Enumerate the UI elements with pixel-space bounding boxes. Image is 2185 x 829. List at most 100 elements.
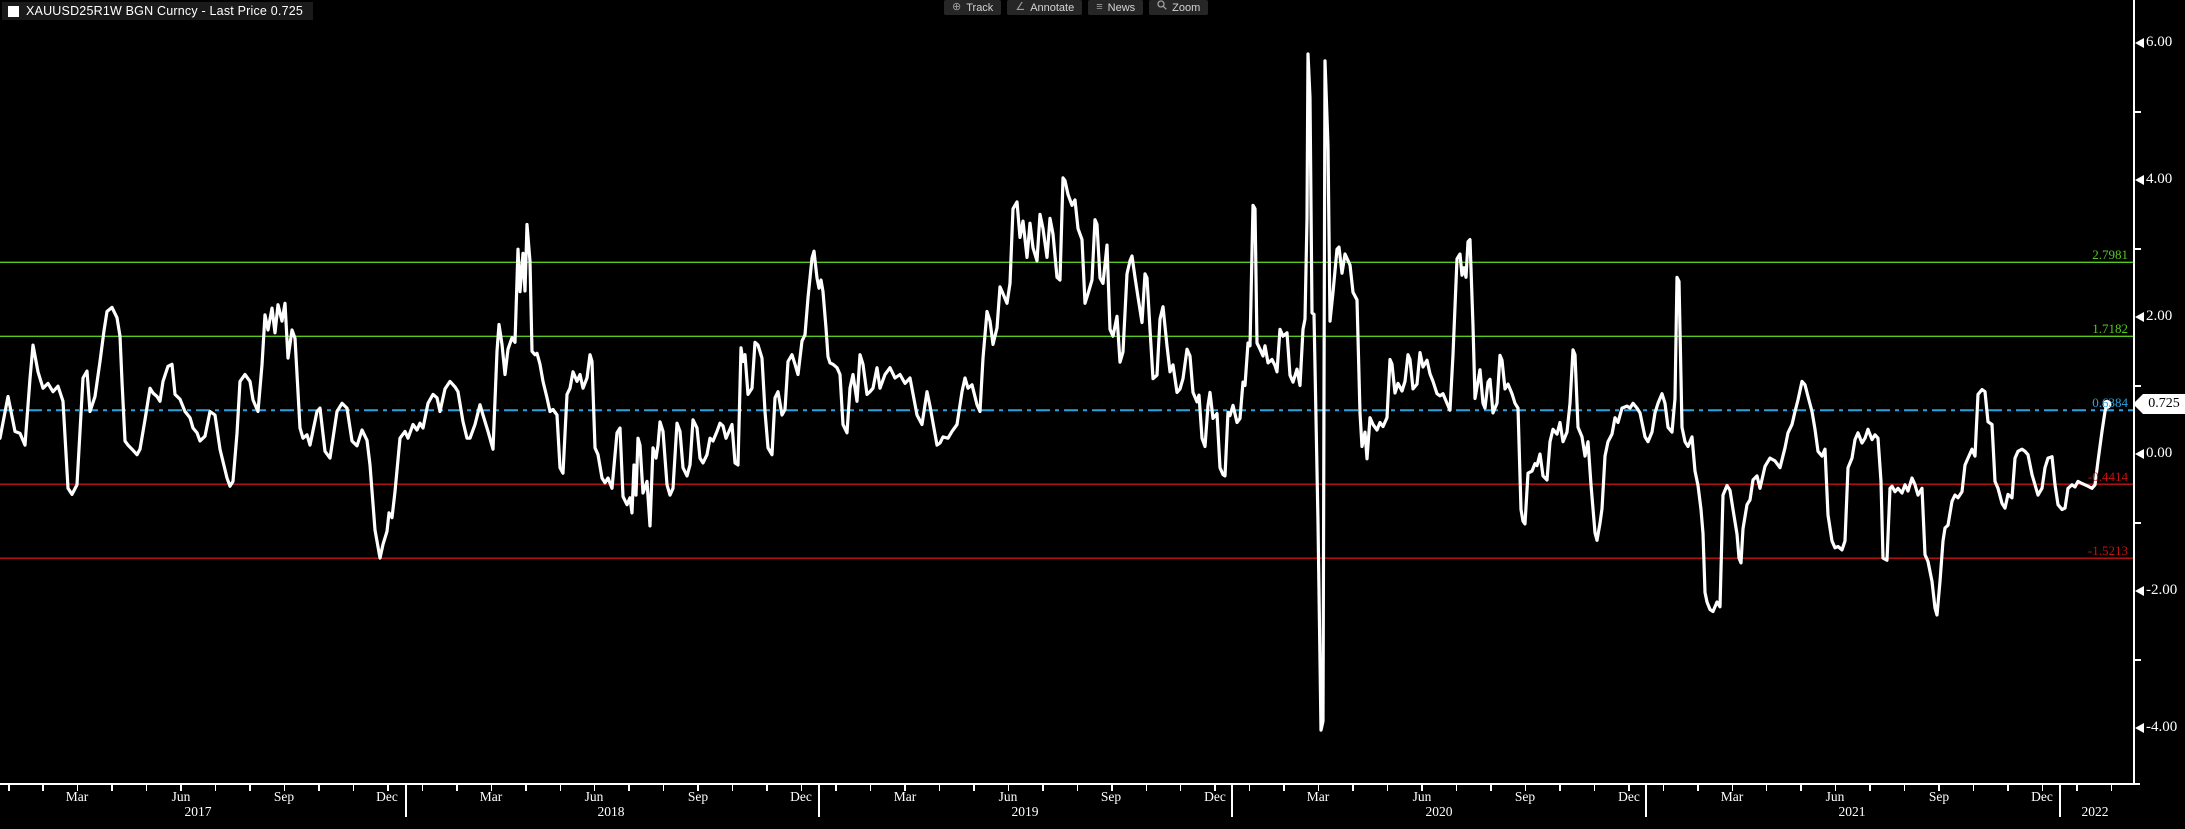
x-axis-month-tick — [283, 785, 286, 791]
x-axis-month-tick — [1628, 785, 1630, 791]
x-axis-month-tick — [1455, 785, 1458, 791]
price-line-series[interactable] — [0, 52, 2109, 732]
last-price-arrow-icon — [2133, 394, 2143, 415]
x-axis-month-tick — [1800, 785, 1802, 791]
x-axis-month-tick — [111, 785, 113, 791]
x-axis-month-tick — [628, 785, 630, 791]
x-axis-month-label: Mar — [1720, 789, 1744, 804]
x-axis-month-tick — [214, 785, 217, 791]
y-axis-minor-tick — [2134, 384, 2141, 387]
last-price-marker[interactable] — [2102, 399, 2112, 409]
x-axis-month-label: Mar — [65, 789, 89, 804]
y-axis-label-4.00: 4.00 — [2135, 171, 2172, 188]
x-axis-month-tick — [1765, 785, 1768, 791]
series-legend[interactable]: XAUUSD25R1W BGN Curncy - Last Price 0.72… — [2, 2, 314, 20]
x-axis-year-separator — [1645, 783, 1647, 817]
x-axis-month-label: Dec — [1618, 789, 1640, 804]
x-axis-month-tick — [1869, 785, 1871, 791]
x-axis-year-separator — [1231, 783, 1233, 817]
y-axis-tick-arrow-icon — [2135, 586, 2144, 596]
x-axis-year-label: 2019 — [1011, 804, 1039, 819]
zoom-button-label: Zoom — [1172, 1, 1201, 14]
x-axis-month-tick — [1145, 785, 1147, 791]
x-axis-month-tick — [1042, 785, 1044, 791]
y-axis-minor-tick — [2134, 110, 2141, 113]
x-axis-month-label: Jun — [584, 789, 604, 804]
x-axis-month-label: Jun — [1825, 789, 1845, 804]
x-axis-month-label: Jun — [998, 789, 1018, 804]
track-button[interactable]: ⊕ Track — [944, 0, 1002, 15]
series-legend-label: XAUUSD25R1W BGN Curncy - Last Price 0.72… — [26, 4, 304, 18]
y-axis-label-0.00: 0.00 — [2135, 445, 2172, 462]
x-axis-month-tick — [1214, 785, 1216, 791]
x-axis-month-label: Sep — [687, 789, 709, 804]
x-axis-month-tick — [421, 785, 424, 791]
x-axis-month-tick — [145, 785, 148, 791]
x-axis-month-tick — [1524, 785, 1527, 791]
x-axis-month-tick — [318, 785, 320, 791]
y-axis-tick-arrow-icon — [2135, 38, 2144, 48]
x-axis-month-tick — [2007, 785, 2009, 791]
x-axis-year-label: 2021 — [1838, 804, 1866, 819]
news-button[interactable]: ≡ News — [1088, 0, 1144, 15]
y-axis-tick-arrow-icon — [2135, 723, 2144, 733]
y-axis-label--4.00: -4.00 — [2135, 719, 2177, 736]
series-marker-swatch — [8, 5, 19, 17]
ref-line-label-1.7182: 1.7182 — [2092, 321, 2128, 337]
x-axis-month-tick — [1972, 785, 1975, 791]
x-axis-month-tick — [1421, 785, 1423, 791]
x-axis-month-tick — [835, 785, 837, 791]
x-axis-year-label: 2020 — [1425, 804, 1453, 819]
x-axis-month-tick — [973, 785, 975, 791]
x-axis-month-tick — [1076, 785, 1079, 791]
y-axis-minor-tick — [2134, 521, 2141, 524]
x-axis-year-separator — [405, 783, 407, 817]
x-axis-month-tick — [938, 785, 941, 791]
x-axis-month-tick — [2110, 785, 2113, 791]
x-axis-month-tick — [559, 785, 562, 791]
x-axis-month-tick — [1697, 785, 1699, 791]
x-axis-month-label: Dec — [790, 789, 812, 804]
x-axis-month-tick — [456, 785, 458, 791]
chart-toolbar: ⊕ Track ∠ Annotate ≡ News Zoom — [944, 0, 1209, 15]
x-axis-year-separator — [818, 783, 820, 817]
x-axis-month-label: Sep — [273, 789, 295, 804]
x-axis-month-tick — [76, 785, 79, 791]
x-axis-month-tick — [1903, 785, 1906, 791]
ref-line-label-2.7981: 2.7981 — [2092, 247, 2128, 263]
news-button-label: News — [1107, 1, 1136, 14]
last-price-box[interactable]: 0.725 — [2143, 394, 2185, 415]
x-axis-year-label: 2022 — [2081, 804, 2109, 819]
x-axis-month-label: Mar — [893, 789, 917, 804]
y-axis-tick-arrow-icon — [2135, 449, 2144, 459]
x-axis-month-tick — [869, 785, 872, 791]
x-axis-month-tick — [1248, 785, 1251, 791]
pencil-icon: ∠ — [1015, 1, 1026, 13]
x-axis-line — [0, 783, 2140, 785]
magnifier-icon — [1157, 0, 1167, 15]
annotate-button[interactable]: ∠ Annotate — [1007, 0, 1083, 15]
y-axis-minor-tick — [2134, 658, 2141, 661]
x-axis-month-tick — [1111, 785, 1113, 791]
x-axis-month-tick — [593, 785, 596, 791]
x-axis-month-label: Jun — [171, 789, 191, 804]
x-axis-month-tick — [8, 785, 10, 791]
track-button-label: Track — [966, 1, 994, 14]
x-axis-month-tick — [1834, 785, 1837, 791]
ref-line-label--0.4414: -0.4414 — [2087, 469, 2128, 485]
x-axis-month-label: Sep — [1928, 789, 1950, 804]
x-axis-month-tick — [352, 785, 355, 791]
x-axis-month-tick — [1593, 785, 1596, 791]
x-axis-month-tick — [180, 785, 182, 791]
x-axis-month-tick — [1007, 785, 1010, 791]
zoom-button[interactable]: Zoom — [1149, 0, 1209, 15]
y-axis-tick-arrow-icon — [2135, 312, 2144, 322]
x-axis-month-tick — [387, 785, 389, 791]
y-axis-label-6.00: 6.00 — [2135, 34, 2172, 51]
plot-area[interactable] — [0, 0, 2133, 784]
y-axis-line — [2133, 0, 2135, 784]
x-axis-month-tick — [42, 785, 44, 791]
y-axis-label-2.00: 2.00 — [2135, 308, 2172, 325]
x-axis-month-tick — [1938, 785, 1940, 791]
x-axis-month-tick — [697, 785, 699, 791]
